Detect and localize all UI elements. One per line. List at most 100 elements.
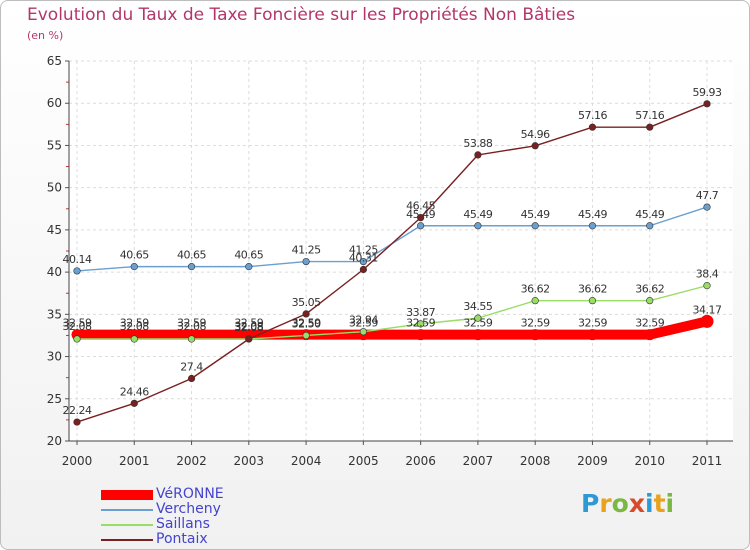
data-point xyxy=(415,329,427,341)
x-tick-label: 2009 xyxy=(577,454,608,468)
legend-label-pontaix: Pontaix xyxy=(156,531,208,547)
data-label: 45.49 xyxy=(521,208,550,221)
data-label: 45.49 xyxy=(635,208,664,221)
data-point xyxy=(417,214,425,222)
data-label: 36.62 xyxy=(521,283,550,296)
data-point xyxy=(73,267,81,275)
data-label: 32.08 xyxy=(63,320,92,333)
data-label: 32.59 xyxy=(63,317,92,330)
data-point xyxy=(588,123,597,131)
data-point xyxy=(588,222,597,230)
data-point xyxy=(359,328,367,336)
data-label: 36.62 xyxy=(578,283,607,296)
data-label: 59.93 xyxy=(693,86,722,99)
x-tick-label: 2008 xyxy=(520,454,551,468)
data-label: 32.59 xyxy=(292,317,321,330)
data-label: 32.59 xyxy=(521,317,550,330)
legend-label-veronne: VéRONNE xyxy=(156,486,224,502)
legend-label-vercheny: Vercheny xyxy=(156,501,221,517)
x-tick-label: 2002 xyxy=(176,454,207,468)
y-tick-label: 50 xyxy=(47,181,62,195)
data-label: 40.65 xyxy=(177,249,206,262)
data-label: 41.25 xyxy=(349,244,378,257)
data-point xyxy=(531,297,539,305)
unit-label: (en %) xyxy=(27,29,64,42)
series-line-saillans xyxy=(76,284,708,340)
data-label: 32.59 xyxy=(234,317,263,330)
data-point xyxy=(529,329,541,341)
x-tick-label: 2004 xyxy=(291,454,322,468)
data-point xyxy=(646,297,654,305)
proxiti-logo: Proxiti xyxy=(581,489,674,518)
data-label: 34.55 xyxy=(463,300,492,313)
data-point xyxy=(646,222,654,230)
data-point xyxy=(302,331,310,340)
data-label: 32.08 xyxy=(177,320,206,333)
data-point xyxy=(359,257,367,266)
data-point xyxy=(646,123,654,131)
y-tick-label: 45 xyxy=(47,223,62,237)
data-label: 38.4 xyxy=(696,268,719,281)
data-point xyxy=(586,329,598,341)
data-label: 32.08 xyxy=(234,320,263,333)
data-point xyxy=(73,335,81,343)
legend-swatch-veronne xyxy=(101,490,153,500)
data-point xyxy=(703,100,711,108)
y-tick-label: 60 xyxy=(47,96,62,110)
data-point xyxy=(359,265,367,274)
data-label: 22.24 xyxy=(63,404,92,417)
y-tick-label: 25 xyxy=(47,392,62,406)
data-label: 47.7 xyxy=(696,189,719,202)
data-point xyxy=(130,399,138,407)
x-tick-label: 2001 xyxy=(119,454,150,468)
x-tick-label: 2003 xyxy=(234,454,265,468)
data-label: 34.17 xyxy=(693,303,722,316)
x-tick-label: 2006 xyxy=(405,454,436,468)
data-point xyxy=(73,418,81,426)
logo-letter: x xyxy=(628,489,645,518)
x-tick-label: 2011 xyxy=(692,454,723,468)
logo-letter: i xyxy=(645,489,654,518)
data-point xyxy=(474,222,482,230)
data-label: 27.4 xyxy=(180,361,203,374)
data-label: 32.59 xyxy=(406,317,435,330)
data-label: 35.05 xyxy=(292,296,321,309)
y-tick-label: 20 xyxy=(47,434,62,448)
data-label: 45.49 xyxy=(406,208,435,221)
data-label: 32.59 xyxy=(120,317,149,330)
y-tick-label: 40 xyxy=(47,265,62,279)
data-point xyxy=(531,222,539,230)
data-point xyxy=(700,314,714,328)
data-label: 41.25 xyxy=(292,244,321,257)
x-tick-label: 2010 xyxy=(634,454,665,468)
data-label: 32.59 xyxy=(635,317,664,330)
data-label: 40.31 xyxy=(349,251,378,264)
data-label: 40.65 xyxy=(120,249,149,262)
logo-letter: P xyxy=(581,489,600,518)
data-label: 40.14 xyxy=(63,253,92,266)
legend-swatch-pontaix xyxy=(101,539,153,541)
x-tick-label: 2005 xyxy=(348,454,379,468)
data-point xyxy=(187,335,196,343)
data-point xyxy=(588,297,597,305)
data-label: 24.46 xyxy=(120,385,149,398)
logo-letter: t xyxy=(653,489,666,518)
data-point xyxy=(130,263,138,271)
series-line-v-ronne xyxy=(72,316,712,340)
x-tick-label: 2007 xyxy=(463,454,494,468)
data-label: 32.08 xyxy=(234,321,263,334)
data-label: 45.49 xyxy=(578,208,607,221)
data-label: 54.96 xyxy=(521,128,550,141)
data-label: 32.50 xyxy=(292,317,321,330)
data-label: 32.59 xyxy=(578,317,607,330)
data-point xyxy=(187,374,196,383)
data-point xyxy=(472,329,484,341)
data-point xyxy=(417,222,425,230)
data-label: 32.94 xyxy=(349,314,378,327)
data-label: 57.16 xyxy=(578,109,607,122)
data-label: 32.59 xyxy=(349,317,378,330)
data-label: 36.62 xyxy=(635,283,664,296)
logo-letter: r xyxy=(599,489,612,518)
